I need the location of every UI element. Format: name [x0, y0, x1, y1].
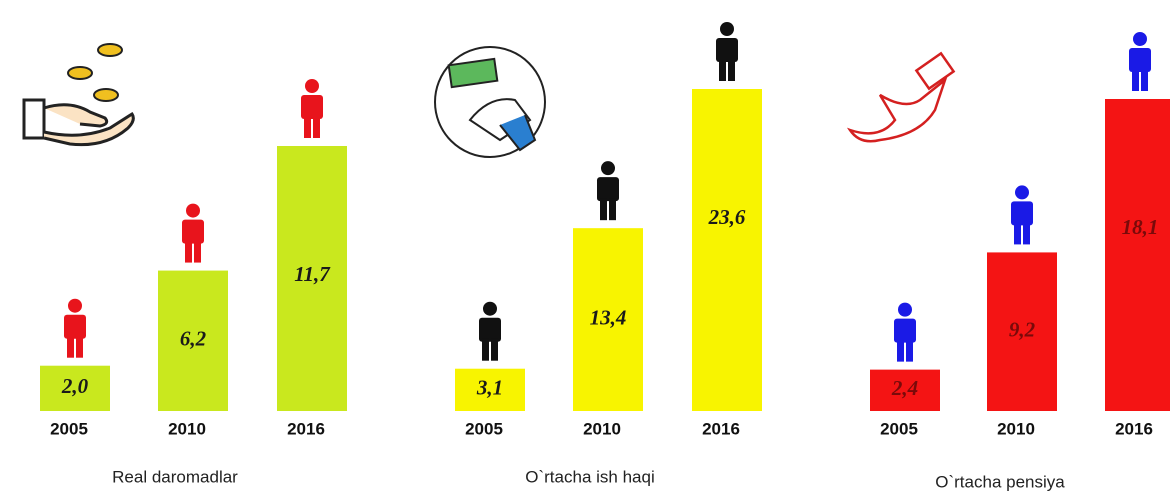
person-leg — [1014, 222, 1021, 245]
person-body — [64, 314, 86, 339]
person-icon — [301, 79, 323, 138]
x-tick-label: 2016 — [1115, 419, 1153, 438]
person-head — [601, 161, 615, 176]
person-leg — [1141, 69, 1148, 91]
person-head — [68, 298, 82, 313]
value-label: 13,4 — [590, 305, 627, 329]
x-tick-label: 2010 — [583, 419, 621, 438]
person-icon — [894, 302, 916, 362]
person-leg — [1132, 69, 1139, 91]
x-tick-label: 2016 — [702, 419, 740, 438]
value-label: 18,1 — [1122, 215, 1159, 239]
person-icon — [1011, 185, 1033, 245]
value-label: 2,0 — [61, 374, 89, 398]
person-leg — [906, 339, 913, 362]
x-tick-label: 2005 — [465, 419, 503, 438]
person-leg — [482, 338, 489, 361]
value-label: 11,7 — [294, 262, 331, 286]
person-body — [1011, 201, 1033, 226]
bird-envelope-icon — [846, 51, 956, 143]
bar — [692, 89, 762, 411]
person-icon — [716, 22, 738, 81]
x-tick-label: 2010 — [997, 419, 1035, 438]
person-head — [1015, 185, 1029, 200]
chart-title: O`rtacha ish haqi — [525, 467, 654, 486]
person-leg — [728, 59, 735, 81]
value-label: 3,1 — [476, 376, 503, 400]
value-label: 23,6 — [708, 205, 746, 229]
person-body — [716, 38, 738, 62]
bar — [277, 146, 347, 411]
person-icon — [597, 161, 619, 221]
x-tick-label: 2005 — [50, 419, 88, 438]
person-head — [898, 302, 912, 317]
bar — [987, 252, 1057, 411]
bar — [1105, 99, 1170, 411]
hand-coins-icon — [22, 43, 135, 147]
bar — [870, 369, 940, 411]
person-leg — [1023, 222, 1030, 245]
person-icon — [479, 301, 501, 361]
x-tick-label: 2005 — [880, 419, 918, 438]
value-label: 6,2 — [180, 327, 207, 351]
person-body — [479, 317, 501, 342]
value-label: 9,2 — [1009, 318, 1036, 342]
person-body — [301, 95, 323, 119]
person-icon — [182, 203, 204, 263]
chart-title: O`rtacha pensiya — [935, 472, 1065, 491]
person-body — [597, 177, 619, 202]
bar — [573, 228, 643, 411]
person-leg — [609, 198, 616, 221]
bar — [40, 365, 110, 411]
x-tick-label: 2010 — [168, 419, 206, 438]
person-leg — [304, 116, 311, 138]
person-head — [1133, 32, 1147, 46]
person-body — [182, 219, 204, 244]
person-leg — [600, 198, 607, 221]
person-leg — [491, 338, 498, 361]
person-leg — [719, 59, 726, 81]
person-leg — [185, 240, 192, 263]
person-body — [894, 318, 916, 343]
x-tick-label: 2016 — [287, 419, 325, 438]
bar — [158, 270, 228, 411]
salary-icon — [434, 46, 546, 158]
person-head — [483, 301, 497, 316]
person-head — [305, 79, 319, 93]
person-head — [186, 203, 200, 218]
person-leg — [67, 335, 74, 358]
person-body — [1129, 48, 1151, 72]
person-icon — [64, 298, 86, 358]
person-leg — [313, 116, 320, 138]
person-leg — [76, 335, 83, 358]
value-label: 2,4 — [891, 376, 918, 400]
chart-title: Real daromadlar — [112, 467, 238, 486]
bar — [455, 368, 525, 411]
person-leg — [194, 240, 201, 263]
person-head — [720, 22, 734, 36]
person-icon — [1129, 32, 1151, 91]
person-leg — [897, 339, 904, 362]
